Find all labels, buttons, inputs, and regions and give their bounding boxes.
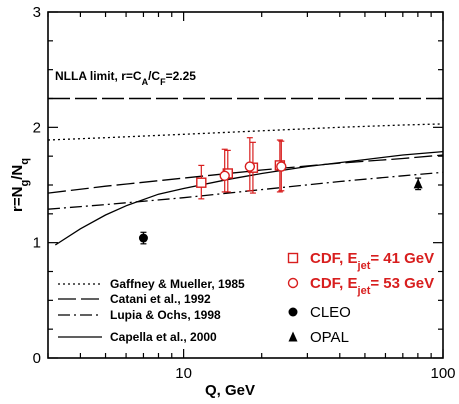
nlla-limit-annotation: NLLA limit, r=CA/CF=2.25: [55, 69, 196, 87]
legend-label: Lupia & Ochs, 1998: [110, 308, 221, 322]
x-axis-title: Q, GeV: [205, 382, 255, 399]
legend-label: Gaffney & Mueller, 1985: [110, 277, 245, 291]
legend-label: Catani et al., 1992: [110, 292, 211, 306]
marker-circle-open: [219, 170, 230, 181]
marker-circle-open: [244, 161, 256, 172]
marker-circle-open: [276, 161, 287, 172]
theory-curves: [47, 97, 444, 246]
marker-triangle-filled: [288, 331, 298, 342]
axis-ticks: 10 100 0 1 2 3: [33, 4, 456, 382]
marker-circle-filled: [288, 307, 298, 317]
plot-frame: [47, 11, 444, 359]
legend-label: CDF, Ejet= 41 GeV: [310, 250, 434, 272]
chart-text: r=Ng/Nq Q, GeV NLLA limit, r=CA/CF=2.25: [9, 69, 255, 399]
marker-circle-open: [287, 277, 299, 289]
legend-label: OPAL: [310, 329, 349, 346]
marker-circle-filled: [138, 233, 148, 243]
data-points: [138, 137, 423, 245]
plot-border: [47, 11, 444, 359]
y-axis-title: r=Ng/Nq: [9, 158, 31, 212]
x-tick-label: 100: [430, 365, 455, 382]
legend-label: CLEO: [310, 304, 351, 321]
legend-label: CDF, Ejet= 53 GeV: [310, 275, 434, 297]
marker-square-open: [196, 177, 207, 188]
theory-curve-dashdot: [47, 171, 444, 210]
legend-label: Capella et al., 2000: [110, 330, 217, 344]
y-tick-label: 3: [33, 4, 41, 21]
theory-curve-dashed: [47, 154, 444, 194]
theory-curve-dotted: [47, 123, 444, 141]
y-tick-label: 0: [33, 350, 41, 367]
y-tick-label: 1: [33, 235, 41, 252]
y-tick-label: 2: [33, 119, 41, 136]
marker-triangle-filled: [413, 178, 423, 189]
x-tick-label: 10: [175, 365, 192, 382]
marker-square-open: [287, 252, 299, 264]
